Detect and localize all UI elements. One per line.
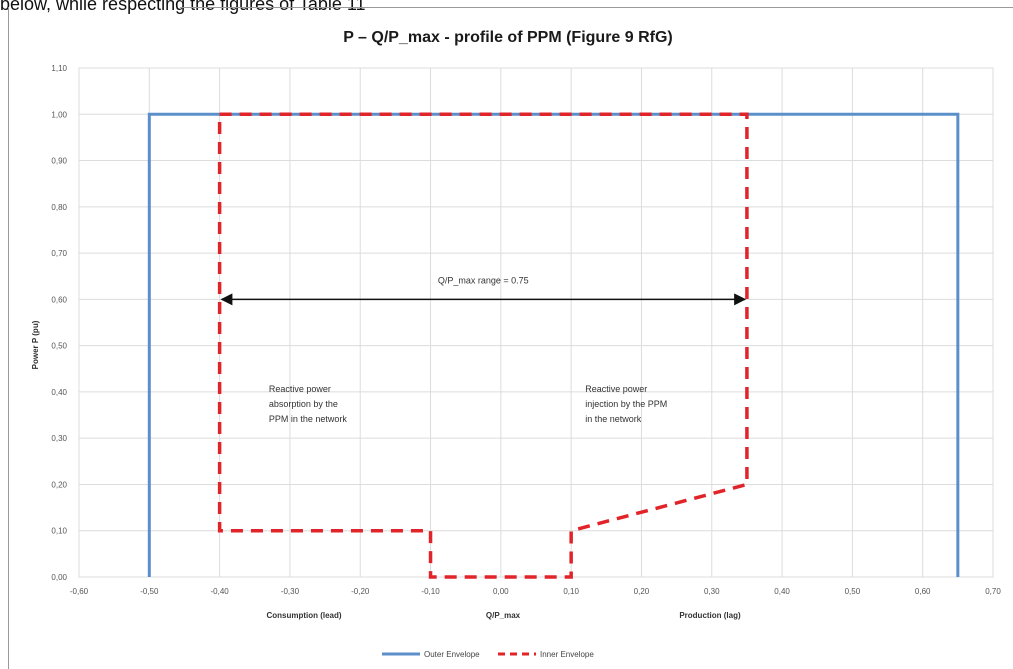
annotation-line: Reactive power (585, 384, 647, 394)
tick-labels: 0,00 0,10 0,20 0,30 0,40 0,50 0,60 0,70 0,80 0,90… (51, 64, 1001, 596)
annotation-line: in the network (585, 414, 642, 424)
legend-outer-label: Outer Envelope (424, 650, 480, 659)
y-tick-label: 0,50 (51, 342, 67, 351)
x-tick-label: 0,30 (704, 587, 720, 596)
x-axis-label: Q/P_max (486, 611, 521, 620)
x-tick-label: -0,40 (210, 587, 229, 596)
x-axis-label-right: Production (lag) (679, 611, 741, 620)
grid-lines (78, 67, 994, 578)
y-tick-label: 1,00 (51, 110, 67, 119)
y-tick-label: 0,80 (51, 203, 67, 212)
plot-area (78, 67, 994, 578)
annotation-line: Reactive power (269, 384, 331, 394)
x-tick-label: -0,60 (70, 587, 89, 596)
x-tick-label: 0,20 (634, 587, 650, 596)
y-tick-label: 0,60 (51, 295, 67, 304)
range-arrow-label: Q/P_max range = 0.75 (438, 275, 529, 285)
chart-title: P – Q/P_max - profile of PPM (Figure 9 R… (343, 29, 673, 46)
x-tick-label: 0,50 (845, 587, 861, 596)
y-tick-label: 0,00 (51, 573, 67, 582)
x-tick-label: 0,10 (563, 587, 579, 596)
annotation-line: PPM in the network (269, 414, 348, 424)
x-tick-label: -0,10 (421, 587, 440, 596)
series-layer (147, 112, 960, 579)
x-tick-label: -0,30 (281, 587, 300, 596)
x-tick-label: 0,40 (774, 587, 790, 596)
x-tick-label: 0,70 (985, 587, 1001, 596)
y-tick-label: 0,40 (51, 388, 67, 397)
y-tick-label: 0,10 (51, 527, 67, 536)
legend-inner-label: Inner Envelope (540, 650, 594, 659)
x-tick-label: 0,60 (915, 587, 931, 596)
x-axis-label-left: Consumption (lead) (266, 611, 341, 620)
annotation-line: absorption by the (269, 399, 338, 409)
x-tick-label: 0,00 (493, 587, 509, 596)
annotation-left: Reactive power absorption by the PPM in th… (269, 384, 348, 424)
page-left-rule (8, 7, 9, 669)
annotation-line: injection by the PPM (585, 399, 667, 409)
y-tick-label: 0,20 (51, 480, 67, 489)
y-tick-label: 1,10 (51, 64, 67, 73)
legend: Outer Envelope Inner Envelope (382, 650, 594, 659)
page-top-rule (180, 7, 1013, 8)
y-tick-label: 0,30 (51, 434, 67, 443)
x-tick-label: -0,50 (140, 587, 159, 596)
inner-envelope-line (217, 112, 749, 579)
annotation-right: Reactive power injection by the PPM in the… (585, 384, 667, 424)
outer-envelope-line (147, 112, 960, 577)
y-tick-label: 0,90 (51, 157, 67, 166)
y-axis-label: Power P (pu) (31, 320, 40, 369)
x-tick-label: -0,20 (351, 587, 370, 596)
y-tick-label: 0,70 (51, 249, 67, 258)
annotations-layer: Q/P_max range = 0.75 Reactive power absorp… (220, 275, 747, 424)
